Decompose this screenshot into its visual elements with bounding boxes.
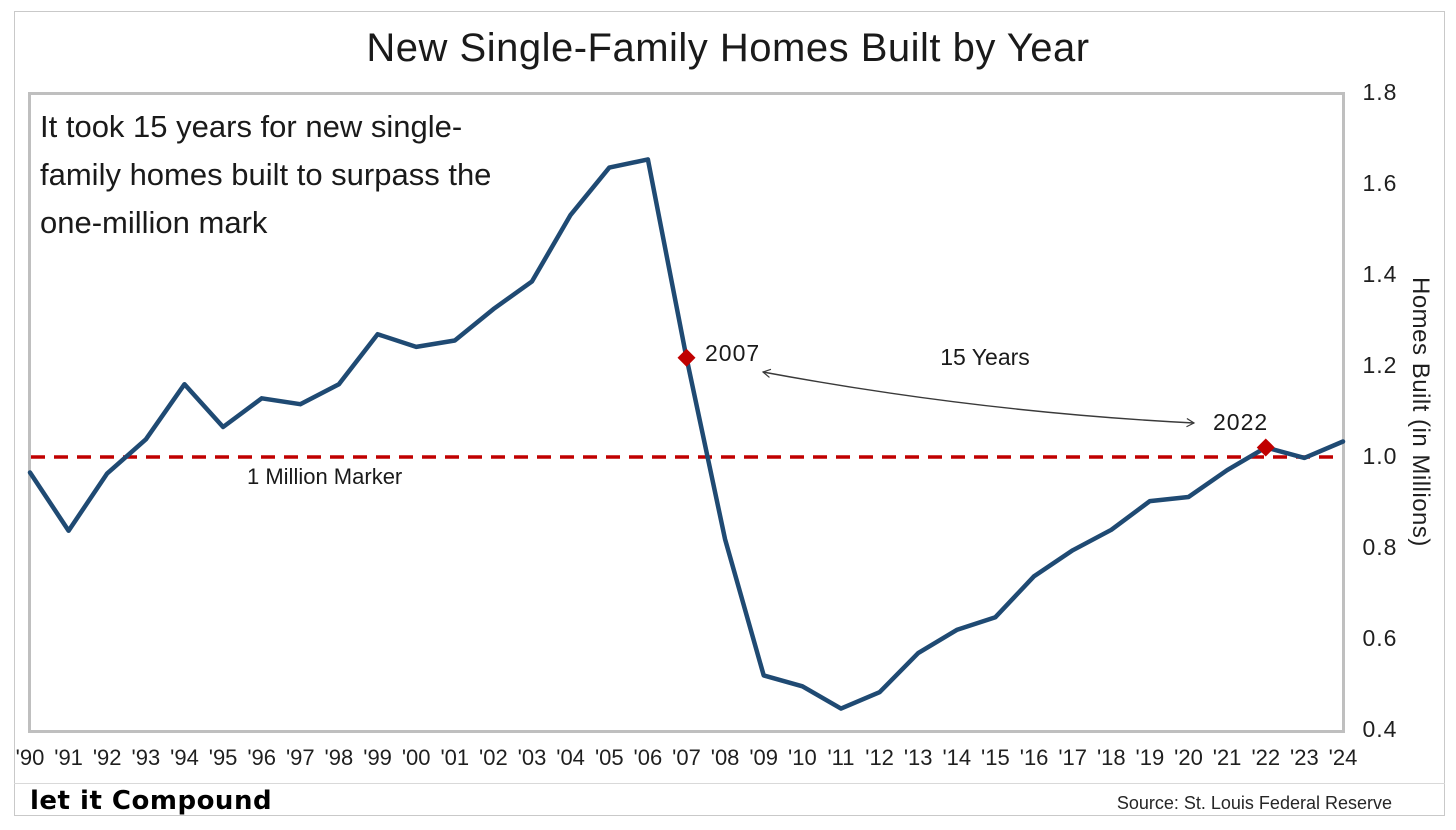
x-tick-1993: '93	[131, 745, 161, 770]
y-tick-1.2: 1.2	[1362, 352, 1398, 378]
x-tick-2005: '05	[594, 745, 624, 770]
y-tick-0.8: 0.8	[1362, 534, 1398, 560]
y-tick-1.0: 1.0	[1362, 443, 1398, 469]
x-tick-2021: '21	[1212, 745, 1242, 770]
plot-area-border	[28, 92, 1345, 733]
x-tick-1990: '90	[15, 745, 45, 770]
marker-label-2022: 2022	[1213, 409, 1269, 435]
chart-title: New Single-Family Homes Built by Year	[366, 26, 1090, 70]
y-tick-0.4: 0.4	[1362, 716, 1398, 742]
x-tick-2003: '03	[517, 745, 547, 770]
y-tick-1.4: 1.4	[1362, 261, 1398, 287]
x-tick-1991: '91	[54, 745, 83, 770]
x-tick-1994: '94	[170, 745, 199, 770]
x-tick-2004: '04	[556, 745, 585, 770]
x-tick-1999: '99	[363, 745, 392, 770]
fifteen-years-arrow	[761, 368, 1196, 428]
x-tick-2015: '15	[981, 745, 1010, 770]
brand-logo: let it Compound	[30, 786, 273, 816]
chart-annotation: It took 15 years for new single- family …	[40, 103, 640, 247]
y-axis-title: Homes Built (in Millions)	[1407, 276, 1434, 547]
x-tick-2000: '00	[401, 745, 431, 770]
x-tick-2020: '20	[1174, 745, 1203, 770]
x-tick-2010: '10	[788, 745, 817, 770]
x-tick-2023: '23	[1290, 745, 1319, 770]
annotation-line-2: family homes built to surpass the	[40, 157, 492, 192]
x-tick-2018: '18	[1096, 745, 1126, 770]
x-tick-2014: '14	[942, 745, 972, 770]
x-tick-1997: '97	[285, 745, 315, 770]
x-tick-2002: '02	[479, 745, 508, 770]
x-tick-1996: '96	[247, 745, 277, 770]
x-tick-2022: '22	[1251, 745, 1281, 770]
diamond-marker-2007	[677, 348, 696, 367]
x-tick-1995: '95	[208, 745, 238, 770]
y-tick-0.6: 0.6	[1362, 625, 1398, 651]
highlight-markers	[677, 348, 1275, 457]
x-tick-2013: '13	[903, 745, 933, 770]
x-tick-2016: '16	[1019, 745, 1049, 770]
marker-label-2007: 2007	[705, 340, 761, 366]
footer-divider	[14, 783, 1445, 784]
x-tick-1998: '98	[324, 745, 354, 770]
x-tick-1992: '92	[92, 745, 122, 770]
x-tick-2009: '09	[749, 745, 779, 770]
annotation-line-1: It took 15 years for new single-	[40, 109, 463, 144]
x-tick-2012: '12	[865, 745, 894, 770]
y-tick-1.6: 1.6	[1362, 170, 1398, 196]
x-tick-2001: '01	[440, 745, 470, 770]
x-tick-2019: '19	[1135, 745, 1165, 770]
x-tick-2007: '07	[672, 745, 701, 770]
x-tick-2008: '08	[710, 745, 740, 770]
x-tick-2024: '24	[1328, 745, 1358, 770]
diamond-marker-2022	[1256, 438, 1275, 457]
x-tick-2017: '17	[1058, 745, 1088, 770]
x-tick-2006: '06	[633, 745, 663, 770]
fifteen-years-label: 15 Years	[940, 344, 1030, 370]
source-attribution: Source: St. Louis Federal Reserve	[1116, 793, 1392, 813]
million-marker-label: 1 Million Marker	[247, 464, 403, 489]
annotation-line-3: one-million mark	[40, 205, 268, 240]
y-tick-1.8: 1.8	[1362, 79, 1398, 105]
x-tick-2011: '11	[827, 745, 855, 770]
